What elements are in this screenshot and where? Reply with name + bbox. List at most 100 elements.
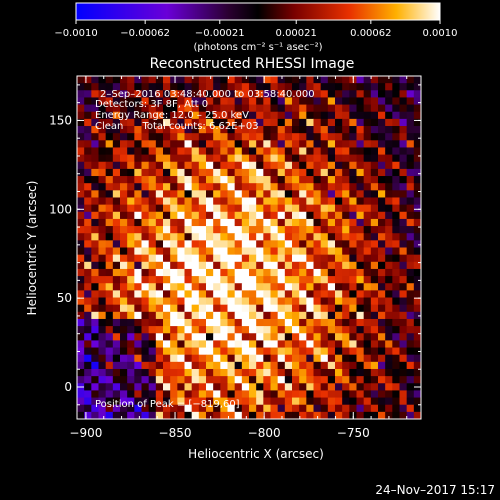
heatmap-cell (263, 118, 271, 127)
heatmap-cell (155, 318, 164, 327)
heatmap-cell (327, 140, 336, 148)
heatmap-cell (148, 340, 157, 348)
heatmap-cell (84, 218, 92, 227)
heatmap-cell (91, 404, 99, 413)
heatmap-cell (84, 176, 92, 184)
heatmap-cell (284, 118, 293, 127)
colorbar-ticks: −0.0010 −0.00062 −0.00021 0.00021 0.00062 0.0… (54, 20, 458, 39)
heatmap-cell (335, 118, 343, 127)
heatmap-cell (163, 133, 171, 141)
heatmap-cell (170, 333, 178, 341)
heatmap-cell (184, 161, 193, 170)
heatmap-cell (112, 333, 121, 341)
heatmap-cell (91, 97, 99, 105)
heatmap-cell (356, 83, 365, 91)
heatmap-cell (263, 190, 271, 198)
heatmap-cell (148, 411, 157, 419)
heatmap-cell (342, 83, 350, 91)
heatmap-cell (227, 311, 236, 320)
heatmap-cell (399, 111, 408, 120)
heatmap-cell (198, 247, 207, 256)
heatmap-cell (134, 233, 142, 241)
heatmap-cell (148, 204, 157, 213)
heatmap-cell (413, 311, 421, 320)
heatmap-cell (313, 118, 322, 127)
heatmap-cell (256, 83, 264, 91)
heatmap-cell (263, 133, 271, 141)
heatmap-cell (105, 161, 114, 170)
heatmap-cell (105, 390, 114, 398)
heatmap-cell (155, 76, 164, 84)
heatmap-cell (177, 340, 185, 348)
heatmap-cell (356, 304, 365, 313)
heatmap-cell (127, 404, 135, 413)
heatmap-cell (241, 318, 250, 327)
heatmap-cell (177, 97, 185, 105)
heatmap-cell (148, 140, 157, 148)
heatmap-cell (198, 76, 207, 84)
heatmap-cell (256, 311, 264, 320)
heatmap-cell (284, 376, 293, 384)
heatmap-cell (249, 333, 257, 341)
heatmap-cell (349, 347, 357, 356)
heatmap-cell (184, 390, 193, 398)
heatmap-cell (270, 326, 279, 334)
heatmap-cell (363, 204, 372, 213)
heatmap-cell (342, 104, 350, 113)
heatmap-cell (370, 340, 379, 348)
heatmap-cell (127, 333, 135, 341)
heatmap-cell (148, 83, 157, 91)
heatmap-cell (177, 197, 185, 206)
heatmap-cell (148, 190, 157, 198)
heatmap-cell (313, 176, 322, 184)
heatmap-cell (313, 326, 322, 334)
heatmap-cell (249, 376, 257, 384)
heatmap-cell (177, 397, 185, 406)
heatmap-cell (206, 397, 214, 406)
heatmap-cell (378, 276, 386, 284)
heatmap-cell (378, 397, 386, 406)
heatmap-cell (91, 411, 99, 419)
heatmap-cell (378, 111, 386, 120)
heatmap-cell (284, 168, 293, 177)
heatmap-cell (249, 97, 257, 105)
heatmap-cell (98, 197, 107, 206)
heatmap-cell (191, 111, 200, 120)
heatmap-cell (98, 290, 107, 298)
heatmap-cell (155, 97, 164, 105)
heatmap-cell (392, 340, 400, 348)
heatmap-cell (249, 411, 257, 419)
heatmap-cell (177, 118, 185, 127)
heatmap-cell (320, 404, 329, 413)
heatmap-cell (392, 361, 400, 370)
heatmap-cell (313, 111, 322, 120)
heatmap-cell (84, 268, 92, 277)
heatmap-cell (127, 197, 135, 206)
heatmap-cell (349, 254, 357, 263)
heatmap-cell (141, 197, 150, 206)
heatmap-cell (241, 240, 250, 248)
heatmap-cell (313, 154, 322, 163)
heatmap-cell (105, 290, 114, 298)
heatmap-cell (206, 311, 214, 320)
heatmap-cell (306, 140, 314, 148)
heatmap-cell (184, 326, 193, 334)
heatmap-cell (413, 368, 421, 377)
heatmap-cell (342, 168, 350, 177)
heatmap-cell (234, 268, 243, 277)
heatmap-cell (392, 90, 400, 98)
heatmap-cell (206, 161, 214, 170)
heatmap-cell (284, 254, 293, 263)
heatmap-cell (105, 111, 114, 120)
heatmap-cell (177, 104, 185, 113)
heatmap-cell (170, 197, 178, 206)
heatmap-cell (112, 147, 121, 156)
heatmap-cell (98, 118, 107, 127)
heatmap-cell (277, 118, 286, 127)
heatmap-cell (98, 90, 107, 98)
heatmap-cell (370, 390, 379, 398)
heatmap-cell (148, 161, 157, 170)
heatmap-cell (277, 147, 286, 156)
heatmap-cell (241, 204, 250, 213)
heatmap-cell (77, 404, 85, 413)
